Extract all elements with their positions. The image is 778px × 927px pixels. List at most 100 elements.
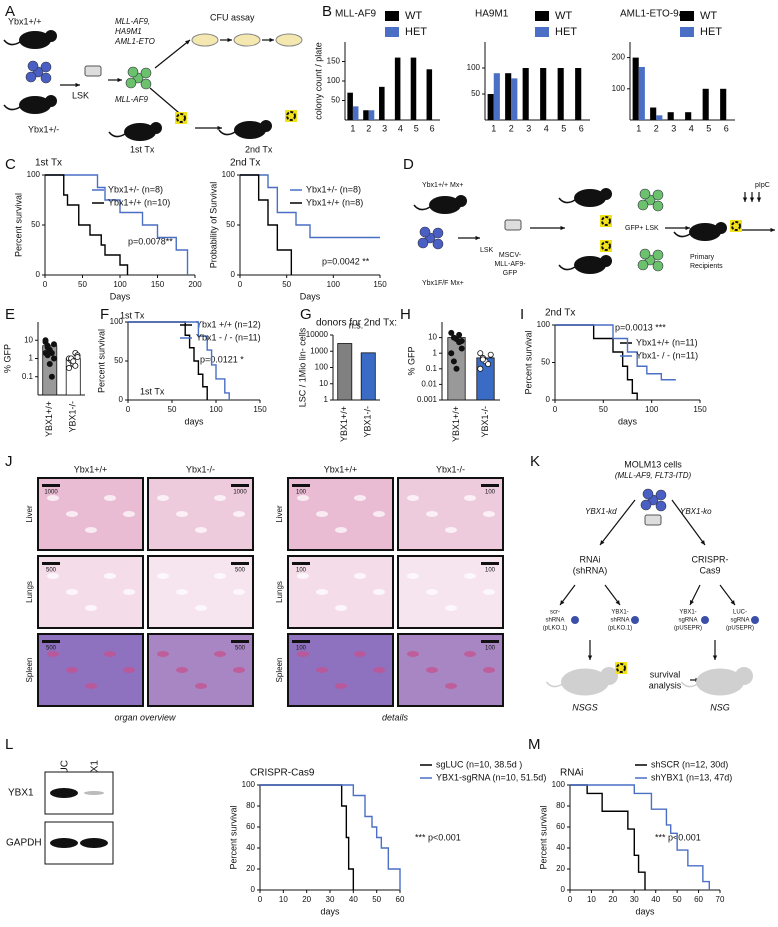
- bar: [650, 107, 657, 120]
- label: organ overview: [114, 712, 176, 722]
- tissue-detail: [373, 511, 385, 517]
- panel-label: C: [5, 156, 16, 173]
- x-tick-label: 4: [544, 123, 549, 133]
- label: NSGS: [572, 702, 598, 712]
- data-point: [46, 360, 53, 367]
- legend-swatch: [535, 11, 549, 21]
- y-tick-label: 50: [541, 358, 550, 367]
- label: 100: [485, 646, 496, 652]
- x-tick-label: 70: [716, 895, 725, 904]
- data-point: [487, 351, 494, 358]
- mouse: [108, 131, 126, 138]
- bar: [575, 68, 582, 120]
- cell: [127, 66, 139, 78]
- radiation: [286, 111, 296, 121]
- y-tick-label: 1: [324, 395, 329, 404]
- cell: [701, 616, 709, 624]
- tissue-detail: [445, 527, 457, 533]
- x-tick-label: 5: [414, 123, 419, 133]
- x-tick-label: 2: [509, 123, 514, 133]
- tissue-detail: [316, 667, 328, 673]
- x-tick-label: 10: [279, 895, 288, 904]
- legend-swatch: [385, 11, 399, 21]
- mouse: [260, 120, 272, 132]
- label: 1000: [233, 490, 247, 496]
- survival-curve: [570, 784, 646, 890]
- label: YBX1: [8, 788, 34, 799]
- y-tick-label: 100: [612, 84, 626, 93]
- label: Ybx1+/+ Mx+: [422, 182, 463, 189]
- x-tick-label: 100: [209, 405, 223, 414]
- cell: [652, 249, 664, 261]
- cell: [140, 78, 152, 90]
- label: Lungs: [25, 581, 34, 603]
- cell: [631, 616, 639, 624]
- chart-title: AML1-ETO-9a: [620, 9, 685, 20]
- legend-label: HET: [700, 26, 722, 38]
- tissue-detail: [214, 573, 226, 579]
- x-tick-label: 2: [366, 123, 371, 133]
- bar: [511, 78, 518, 120]
- tissue-detail: [66, 667, 78, 673]
- cell: [419, 226, 431, 238]
- arrow-head: [475, 235, 480, 241]
- cell: [417, 237, 429, 249]
- x-tick-label: 60: [396, 895, 405, 904]
- legend-label: HET: [555, 26, 577, 38]
- x-tick-label: 1: [636, 123, 641, 133]
- data-point: [74, 354, 81, 361]
- label: Spleen: [25, 658, 34, 683]
- y-tick-label: 20: [246, 864, 255, 873]
- band: [50, 788, 78, 798]
- y-tick-label: 20: [556, 864, 565, 873]
- data-point: [453, 365, 460, 372]
- x-tick-label: 100: [645, 405, 659, 414]
- legend-swatch: [385, 27, 399, 37]
- mouse: [715, 222, 727, 234]
- label: Ybx1-/-: [186, 464, 215, 474]
- label: Ybx1+/-: [28, 124, 59, 134]
- bar: [638, 66, 645, 120]
- tissue-detail: [483, 667, 495, 673]
- annotation: p=0.0078**: [128, 236, 173, 246]
- y-tick-label: 100: [110, 317, 124, 326]
- legend-label: shYBX1 (n=13, 47d): [651, 772, 732, 782]
- label: 100: [485, 568, 496, 574]
- cell: [652, 200, 664, 212]
- x-tick-label: YBX1+/+: [451, 406, 461, 442]
- mouse: [413, 204, 431, 211]
- cell: [40, 72, 52, 84]
- label: 500: [46, 646, 57, 652]
- y-tick-label: 0.001: [417, 395, 438, 404]
- x-tick-label: 30: [630, 895, 639, 904]
- label: RNAi: [579, 554, 600, 564]
- mouse: [696, 668, 744, 696]
- annotation: p=0.0121 *: [200, 354, 244, 364]
- arrow-head: [615, 600, 620, 605]
- scale-bar: [231, 640, 249, 643]
- survival-curve: [45, 174, 189, 275]
- bar: [337, 343, 353, 401]
- label: Primary: [690, 254, 715, 261]
- y-tick-label: 100: [537, 320, 551, 329]
- x-tick-label: 0: [568, 895, 573, 904]
- label: 2nd Tx: [245, 144, 273, 154]
- bar: [394, 57, 401, 120]
- mouse: [218, 129, 236, 136]
- bar: [702, 88, 709, 120]
- dish: [233, 33, 261, 47]
- plate: [644, 514, 662, 526]
- cell: [637, 259, 649, 271]
- mouse: [600, 255, 612, 267]
- survival-curve: [555, 324, 638, 400]
- label: Cas9: [699, 565, 720, 575]
- data-point: [477, 350, 484, 357]
- panel-label: G: [300, 306, 312, 323]
- cell: [751, 616, 759, 624]
- label: MLL-AF9: [115, 95, 148, 104]
- legend-label: shSCR (n=12, 30d): [651, 759, 728, 769]
- y-axis-label: Percent survival: [538, 805, 548, 869]
- chart-title: 2nd Tx: [545, 308, 575, 319]
- arrow-head: [117, 77, 122, 83]
- label: AML1-ETO: [114, 37, 155, 46]
